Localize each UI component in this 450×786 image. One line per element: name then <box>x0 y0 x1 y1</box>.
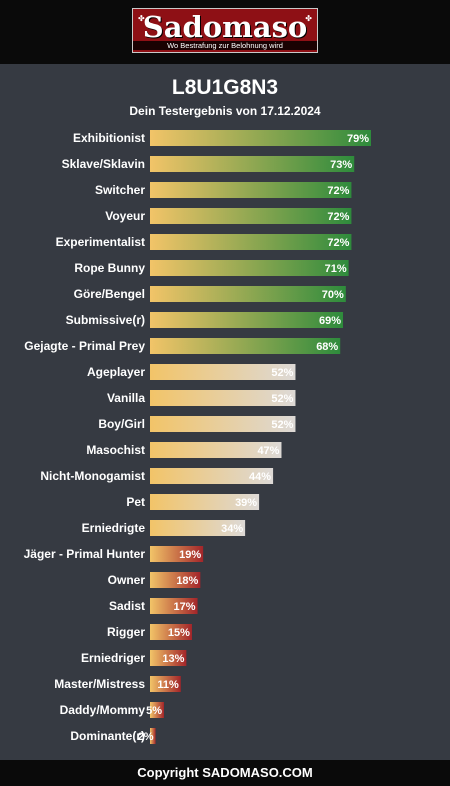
value-label: 52% <box>271 393 293 405</box>
header-bar: ✤ ✤ Sadomaso Wo Bestrafung zur Belohnung… <box>0 0 450 64</box>
bar <box>150 702 164 718</box>
category-label: Submissive(r) <box>66 313 145 327</box>
site-logo[interactable]: ✤ ✤ Sadomaso Wo Bestrafung zur Belohnung… <box>132 8 318 53</box>
bar <box>150 364 296 380</box>
category-label: Erniedriger <box>81 651 145 665</box>
result-bar-chart: Exhibitionist 79% Sklave/Sklavin 73% Switche… <box>24 130 371 744</box>
value-label: 13% <box>162 653 184 665</box>
category-label: Rope Bunny <box>74 261 145 275</box>
value-label: 71% <box>325 263 347 275</box>
category-label: Owner <box>108 573 146 587</box>
value-label: 52% <box>271 367 293 379</box>
category-label: Sadist <box>109 599 145 613</box>
category-label: Daddy/Mommy <box>60 703 146 717</box>
logo-wordmark: Sadomaso <box>142 10 308 44</box>
category-label: Masochist <box>86 443 145 457</box>
bar <box>150 208 352 224</box>
ornament-icon: ✤ <box>138 14 145 23</box>
value-label: 11% <box>157 679 179 691</box>
bar <box>150 234 352 250</box>
bar <box>150 312 344 328</box>
category-label: Nicht-Monogamist <box>40 469 145 483</box>
category-label: Rigger <box>107 625 145 639</box>
result-subtitle: Dein Testergebnis von 17.12.2024 <box>129 104 321 118</box>
bar <box>150 624 192 640</box>
category-label: Ageplayer <box>87 365 145 379</box>
category-label: Erniedrigte <box>82 521 146 535</box>
category-label: Göre/Bengel <box>74 287 145 301</box>
bar <box>150 728 156 744</box>
value-label: 79% <box>347 133 369 145</box>
category-label: Exhibitionist <box>73 131 145 145</box>
value-label: 39% <box>235 497 257 509</box>
bar <box>150 416 296 432</box>
value-label: 18% <box>176 575 198 587</box>
category-label: Pet <box>126 495 145 509</box>
value-label: 5% <box>146 705 162 717</box>
category-label: Gejagte - Primal Prey <box>24 339 145 353</box>
value-label: 15% <box>168 627 190 639</box>
value-label: 19% <box>179 549 201 561</box>
bar <box>150 260 349 276</box>
value-label: 2% <box>138 731 154 743</box>
bar <box>150 650 187 666</box>
category-label: Dominante(r) <box>70 729 145 743</box>
value-label: 72% <box>327 211 349 223</box>
value-label: 69% <box>319 315 341 327</box>
bar <box>150 182 352 198</box>
result-title: L8U1G8N3 <box>171 76 279 99</box>
category-label: Vanilla <box>107 391 145 405</box>
bar <box>150 338 341 354</box>
bar <box>150 468 274 484</box>
value-label: 34% <box>221 523 243 535</box>
category-label: Experimentalist <box>56 235 145 249</box>
value-label: 72% <box>327 185 349 197</box>
value-label: 44% <box>249 471 271 483</box>
logo-tagline: Wo Bestrafung zur Belohnung wird <box>133 41 317 50</box>
category-label: Voyeur <box>105 209 145 223</box>
bar <box>150 572 201 588</box>
value-label: 70% <box>322 289 344 301</box>
footer-copyright: Copyright SADOMASO.COM <box>0 760 450 786</box>
value-label: 17% <box>174 601 196 613</box>
value-label: 52% <box>271 419 293 431</box>
bar <box>150 390 296 406</box>
category-label: Boy/Girl <box>98 417 145 431</box>
bar <box>150 676 181 692</box>
bar <box>150 494 260 510</box>
category-label: Master/Mistress <box>54 677 145 691</box>
bar <box>150 520 246 536</box>
value-label: 72% <box>327 237 349 249</box>
value-label: 47% <box>257 445 279 457</box>
category-label: Sklave/Sklavin <box>62 157 145 171</box>
bar <box>150 130 371 146</box>
value-label: 73% <box>330 159 352 171</box>
bar <box>150 442 282 458</box>
bar <box>150 598 198 614</box>
ornament-icon: ✤ <box>305 14 312 23</box>
category-label: Switcher <box>95 183 145 197</box>
bar <box>150 156 355 172</box>
category-label: Jäger - Primal Hunter <box>24 547 146 561</box>
value-label: 68% <box>316 341 338 353</box>
bar <box>150 286 346 302</box>
bar <box>150 546 204 562</box>
